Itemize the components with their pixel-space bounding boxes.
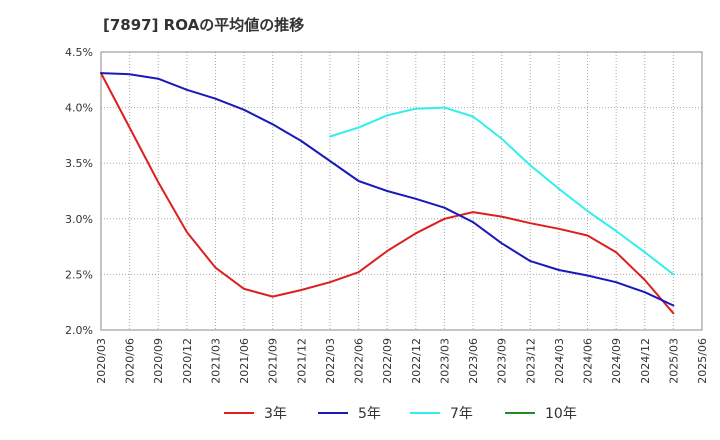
x-tick-label: 2025/06 <box>696 338 709 384</box>
y-tick-label: 4.5% <box>65 46 93 59</box>
x-tick-label: 2024/09 <box>610 338 623 384</box>
series-line-1 <box>100 72 675 315</box>
legend-label-4: 10年 <box>545 406 577 422</box>
x-tick-label: 2020/12 <box>181 338 194 384</box>
series-line-2 <box>100 72 675 307</box>
x-tick-label: 2024/12 <box>639 338 652 384</box>
legend-label-2: 5年 <box>358 406 381 422</box>
x-tick-label: 2024/03 <box>553 338 566 384</box>
x-tick-label: 2022/09 <box>381 338 394 384</box>
y-tick-label: 4.0% <box>65 102 93 115</box>
x-tick-label: 2023/03 <box>438 338 451 384</box>
y-tick-label: 3.5% <box>65 157 93 170</box>
legend-label-3: 7年 <box>450 406 473 422</box>
legend-label-1: 3年 <box>264 406 287 422</box>
x-tick-label: 2020/03 <box>95 338 108 384</box>
x-tick-label: 2024/06 <box>582 338 595 384</box>
x-tick-label: 2022/12 <box>410 338 423 384</box>
x-tick-label: 2022/03 <box>324 338 337 384</box>
y-tick-label: 2.0% <box>65 324 93 337</box>
y-tick-label: 2.5% <box>65 268 93 281</box>
x-tick-label: 2023/06 <box>467 338 480 384</box>
series-line-3 <box>329 106 675 276</box>
plot-frame <box>100 51 703 331</box>
x-tick-label: 2022/06 <box>353 338 366 384</box>
x-tick-label: 2025/03 <box>667 338 680 384</box>
x-tick-label: 2020/06 <box>124 338 137 384</box>
x-tick-label: 2023/09 <box>496 338 509 384</box>
y-tick-label: 3.0% <box>65 213 93 226</box>
x-tick-label: 2021/09 <box>267 338 280 384</box>
x-tick-label: 2021/06 <box>238 338 251 384</box>
x-tick-label: 2023/12 <box>524 338 537 384</box>
x-tick-label: 2020/09 <box>152 338 165 384</box>
chart-title: [7897] ROAの平均値の推移 <box>103 16 305 34</box>
x-tick-label: 2021/03 <box>209 338 222 384</box>
x-tick-label: 2021/12 <box>295 338 308 384</box>
